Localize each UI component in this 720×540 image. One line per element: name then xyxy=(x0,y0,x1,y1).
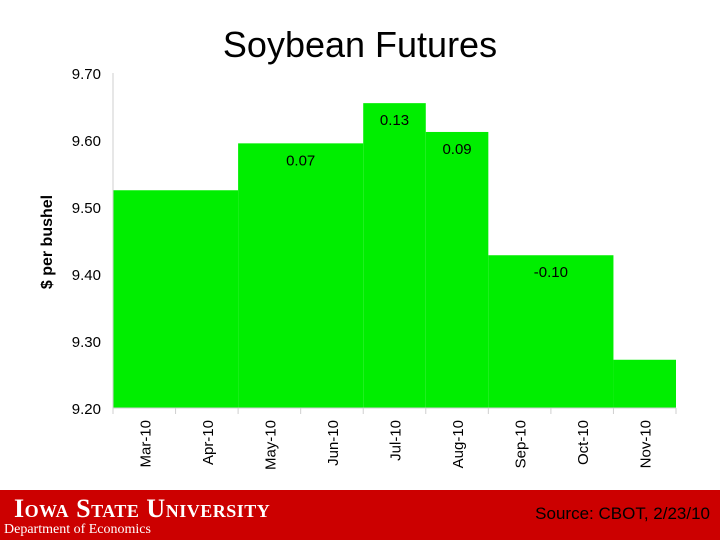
x-tick-label: May-10 xyxy=(262,420,279,470)
y-axis-label: $ per bushel xyxy=(39,195,56,289)
data-label: 0.07 xyxy=(286,152,315,169)
bar-step-jul-10 xyxy=(363,103,426,409)
chart-title: Soybean Futures xyxy=(222,24,498,65)
x-tick-label: Nov-10 xyxy=(638,420,655,468)
step-bar-chart: 9.20 9.30 9.40 9.50 9.60 9.70 Mar-10 Apr-10 May… xyxy=(39,66,677,470)
data-label: 0.13 xyxy=(380,112,409,129)
bar-step-nov-10 xyxy=(613,359,676,408)
x-tick-label: Apr-10 xyxy=(200,420,217,465)
x-tick-label: Jun-10 xyxy=(325,420,342,466)
x-tick-label: Jul-10 xyxy=(388,420,405,461)
source-note: Source: CBOT, 2/23/10 xyxy=(535,504,710,523)
x-tick-label: Mar-10 xyxy=(137,420,154,468)
bar-step-aug-10 xyxy=(425,131,489,408)
university-logo-text: Iowa State University xyxy=(14,494,271,523)
bar-step-mar-10 xyxy=(113,190,239,408)
data-label: -0.10 xyxy=(534,264,568,281)
x-tick-label: Oct-10 xyxy=(575,420,592,465)
data-label: 0.09 xyxy=(442,141,471,158)
department-label: Department of Economics xyxy=(4,522,151,537)
y-tick-label: 9.70 xyxy=(72,66,101,83)
y-tick-label: 9.20 xyxy=(72,401,101,418)
y-tick-label: 9.50 xyxy=(72,200,101,217)
x-tick-label: Aug-10 xyxy=(450,420,467,468)
bar-step-may-10 xyxy=(238,143,364,408)
bar-step-sep-10 xyxy=(488,255,614,408)
footer-bar: Iowa State University Department of Econ… xyxy=(0,490,720,540)
y-tick-label: 9.40 xyxy=(72,267,101,284)
y-tick-label: 9.60 xyxy=(72,133,101,150)
x-tick-label: Sep-10 xyxy=(513,420,530,468)
y-tick-label: 9.30 xyxy=(72,334,101,351)
